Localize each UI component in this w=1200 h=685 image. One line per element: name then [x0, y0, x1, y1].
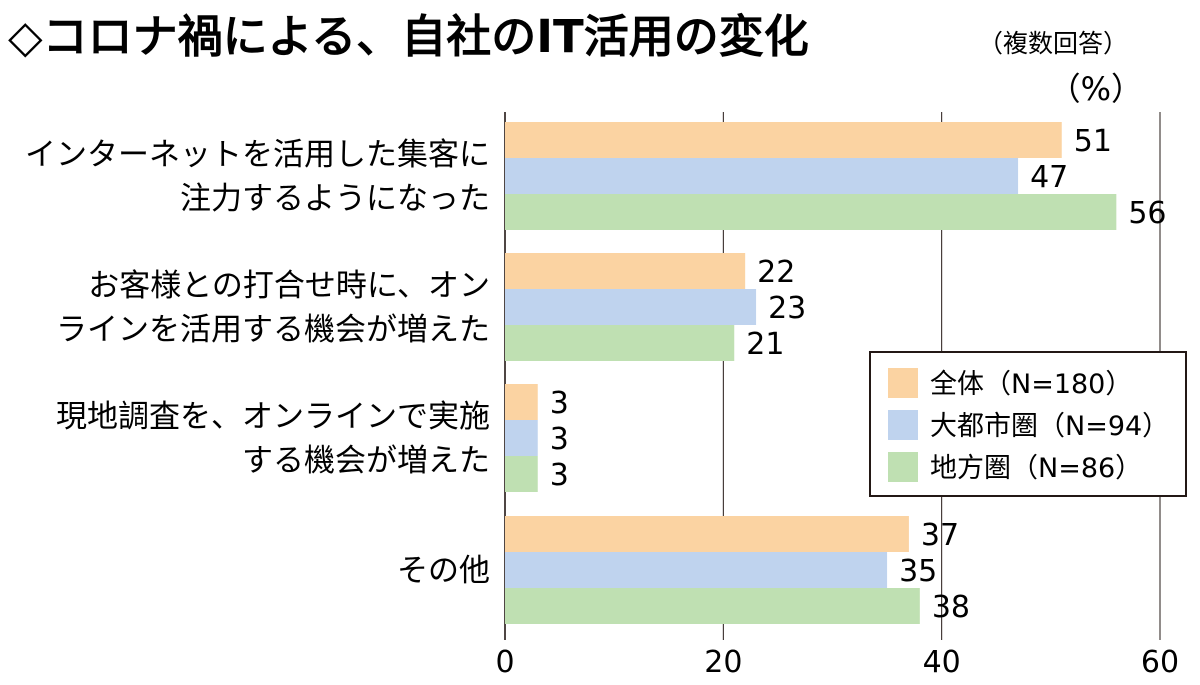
tick-label-20: 20 [704, 645, 742, 680]
bar-cat3-series1 [505, 384, 538, 420]
value-label-cat1-series3: 56 [1128, 196, 1166, 231]
tick-label-0: 0 [495, 645, 514, 680]
tick-labels: 0 20 40 60 [495, 645, 1179, 680]
bar-cat2-series3 [505, 325, 735, 361]
tick-label-60: 60 [1141, 645, 1179, 680]
value-label-cat3-series2: 3 [550, 422, 569, 457]
legend-swatch-2 [888, 410, 918, 440]
category-label-4-line-1: その他 [397, 553, 490, 589]
bar-cat1-series1 [505, 122, 1062, 158]
value-label-cat2-series1: 22 [757, 255, 795, 290]
category-label-2-line-2: ラインを活用する機会が増えた [56, 312, 490, 348]
category-label-3-line-2: する機会が増えた [242, 443, 490, 479]
legend-label-3: 地方圏（N=86） [930, 453, 1142, 484]
bar-cat4-series3 [505, 588, 920, 624]
bars [505, 122, 1117, 624]
bar-cat1-series3 [505, 194, 1117, 230]
chart-title: ◇コロナ禍による、自社のIT活用の変化 [8, 10, 809, 63]
bar-cat2-series1 [505, 253, 746, 289]
chart-note: （複数回答） [978, 29, 1128, 58]
bar-cat1-series2 [505, 158, 1019, 194]
value-label-cat2-series3: 21 [746, 327, 784, 362]
category-label-1-line-1: インターネットを活用した集客に [25, 137, 490, 173]
value-label-cat2-series2: 23 [768, 291, 806, 326]
category-label-1-line-2: 注力するようになった [180, 181, 490, 217]
category-label-3-line-1: 現地調査を、オンラインで実施 [56, 399, 490, 435]
bar-cat3-series3 [505, 456, 538, 492]
legend-swatch-1 [888, 368, 918, 398]
tick-label-40: 40 [923, 645, 961, 680]
bar-cat3-series2 [505, 420, 538, 456]
legend-swatch-3 [888, 452, 918, 482]
legend-label-2: 大都市圏（N=94） [930, 411, 1169, 442]
bar-cat4-series1 [505, 516, 909, 552]
legend-box [869, 351, 1187, 497]
value-label-cat1-series1: 51 [1074, 124, 1112, 159]
bar-cat4-series2 [505, 552, 888, 588]
legend-label-1: 全体（N=180） [930, 369, 1132, 400]
value-label-cat1-series2: 47 [1030, 160, 1068, 195]
category-labels: インターネットを活用した集客に注力するようになったお客様との打合せ時に、オンライ… [25, 137, 490, 589]
category-label-2-line-1: お客様との打合せ時に、オン [88, 268, 490, 304]
value-label-cat3-series3: 3 [550, 458, 569, 493]
legend: 全体（N=180） 大都市圏（N=94） 地方圏（N=86） [869, 351, 1187, 497]
bar-cat2-series2 [505, 289, 757, 325]
chart-unit: （%） [1049, 70, 1143, 108]
value-label-cat4-series2: 35 [899, 554, 937, 589]
value-label-cat4-series3: 38 [932, 590, 970, 625]
value-label-cat3-series1: 3 [550, 386, 569, 421]
value-label-cat4-series1: 37 [921, 518, 959, 553]
